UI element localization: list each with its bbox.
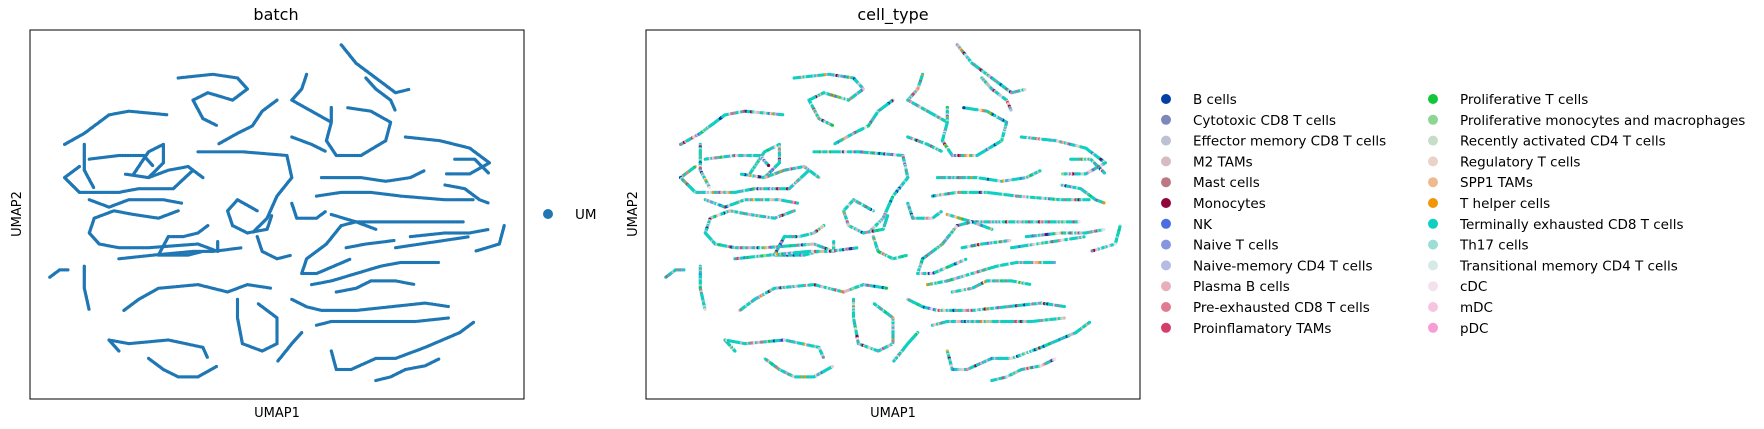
- scatter-point: [288, 253, 292, 258]
- scatter-point: [832, 240, 836, 244]
- scatter-point: [66, 268, 70, 272]
- scatter-point: [471, 320, 476, 324]
- scatter-point: [179, 201, 184, 205]
- scatter-point: [214, 123, 218, 127]
- legend-label: UM: [575, 207, 597, 223]
- scatter-point: [205, 355, 209, 359]
- scatter-point: [437, 357, 441, 361]
- scatter-point: [962, 106, 966, 110]
- scatter-point: [806, 169, 810, 173]
- scatter-point: [964, 257, 968, 261]
- legend-marker: [543, 209, 553, 219]
- scatter-points-cell-type: [664, 43, 1122, 383]
- panel-title-batch: batch: [253, 5, 298, 24]
- axes-frame-batch: [29, 29, 525, 400]
- y-axis-label-batch: UMAP2: [10, 191, 25, 237]
- legend-batch: UM: [543, 207, 597, 223]
- scatter-point: [471, 198, 475, 202]
- scatter-point: [486, 228, 490, 232]
- scatter-point: [1077, 220, 1081, 224]
- scatter-point: [1009, 108, 1013, 112]
- scatter-point: [767, 163, 771, 168]
- scatter-point: [412, 282, 416, 286]
- scatter-point: [216, 240, 220, 244]
- scatter-point: [1023, 87, 1027, 92]
- scatter-point: [92, 185, 96, 190]
- scatter-point: [486, 171, 490, 175]
- scatter-point: [276, 359, 280, 363]
- scatter-point: [214, 364, 218, 369]
- scatter-point: [781, 113, 785, 117]
- scatter-point: [407, 87, 411, 92]
- scatter-point: [739, 172, 744, 176]
- scatter-point: [256, 302, 260, 306]
- scatter-point: [268, 286, 272, 290]
- scatter-point: [446, 316, 450, 320]
- scatter-point: [1102, 171, 1106, 175]
- scatter-point: [346, 106, 350, 110]
- scatter-point: [1102, 201, 1106, 205]
- panel-title-cell-type: cell_type: [857, 5, 928, 25]
- scatter-point: [1090, 249, 1094, 253]
- scatter-point: [446, 304, 450, 309]
- scatter-point: [87, 307, 91, 311]
- scatter-point: [217, 142, 221, 146]
- scatter-point: [1087, 198, 1091, 202]
- scatter-point: [795, 201, 800, 205]
- scatter-point: [833, 142, 837, 146]
- scatter-point: [461, 220, 465, 224]
- scatter-point: [165, 113, 169, 117]
- scatter-point: [1008, 238, 1012, 243]
- scatter-point: [123, 172, 128, 176]
- scatter-point: [939, 210, 943, 214]
- scatter-point: [151, 163, 155, 168]
- scatter-point: [708, 185, 712, 190]
- scatter-point: [422, 169, 426, 173]
- scatter-point: [466, 235, 470, 239]
- scatter-point: [1082, 235, 1086, 239]
- scatter-point: [445, 172, 449, 176]
- scatter-point: [393, 108, 397, 112]
- scatter-point: [270, 214, 274, 218]
- scatter-point: [486, 201, 490, 205]
- panel-batch: batch UMAP1 UMAP2 UM: [10, 5, 597, 421]
- scatter-point: [190, 169, 194, 173]
- x-axis-label-batch: UMAP1: [254, 406, 300, 421]
- scatter-point: [904, 253, 908, 258]
- scatter-point: [830, 123, 835, 127]
- scatter-point: [392, 238, 396, 243]
- scatter-point: [939, 149, 943, 153]
- scatter-point: [1038, 169, 1042, 173]
- scatter-point: [323, 210, 327, 214]
- scatter-point: [474, 249, 478, 253]
- scatter-points-batch: [48, 43, 506, 383]
- scatter-point: [1061, 172, 1065, 176]
- scatter-point: [239, 246, 243, 250]
- scatter-point: [436, 260, 440, 265]
- scatter-point: [1102, 228, 1106, 232]
- scatter-point: [323, 149, 327, 153]
- scatter-point: [348, 257, 352, 261]
- scatter-point: [886, 214, 890, 218]
